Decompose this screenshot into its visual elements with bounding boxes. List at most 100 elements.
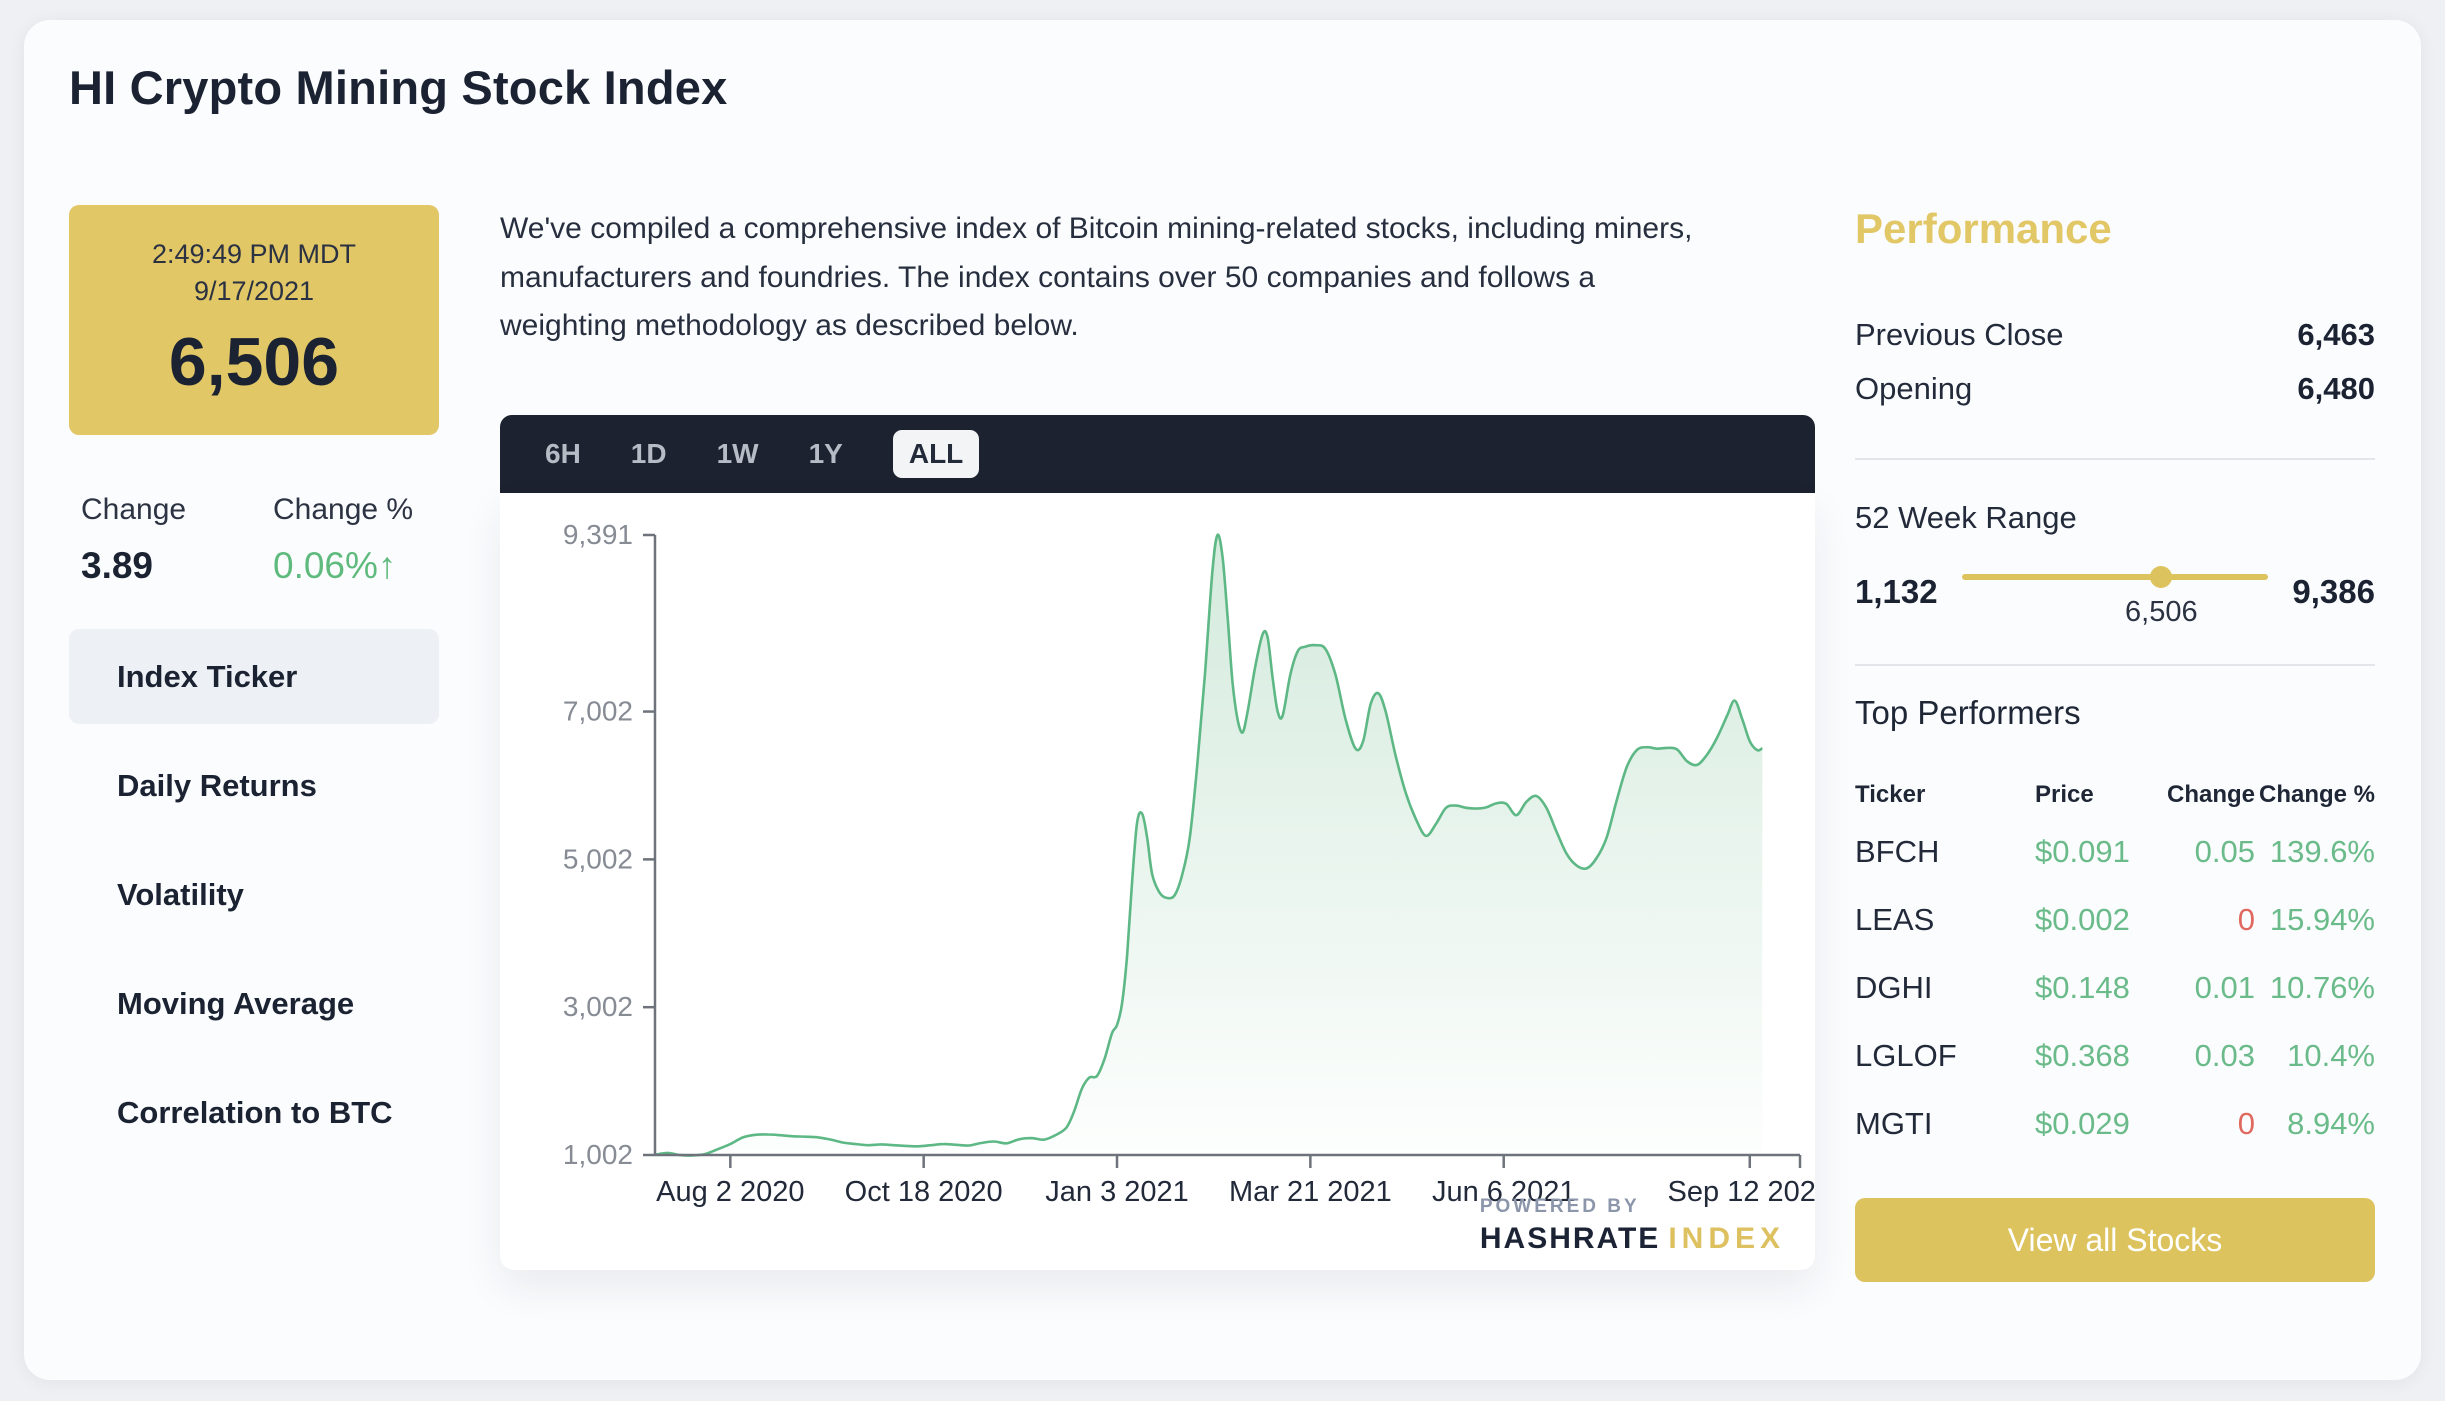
y-tick-label: 3,002 (563, 991, 633, 1022)
ticker-cell: MGTI (1855, 1106, 1933, 1141)
powered-by-block: POWERED BY HASHRATE INDEX (1480, 1196, 1785, 1256)
x-tick-label: Sep 12 2021 (1668, 1176, 1815, 1208)
price-cell: $0.002 (2035, 902, 2130, 937)
y-tick-label: 5,002 (563, 843, 633, 874)
opening-row: Opening 6,480 (1855, 362, 2375, 416)
index-description: We've compiled a comprehensive index of … (500, 212, 1693, 343)
left-column: 2:49:49 PM MDT 9/17/2021 6,506 Change Ch… (69, 205, 439, 1174)
change-stats: Change Change % 3.89 0.06%↑ (81, 493, 439, 587)
week-range-high: 9,386 (2292, 573, 2375, 610)
change-cell: 0.05 (2194, 834, 2255, 869)
chart-card: 6H 1D 1W 1Y ALL 1,002 3,002 5,002 7,002 9,391 Aug… (500, 415, 1832, 1270)
y-tick-label: 1,002 (563, 1139, 633, 1170)
price-cell: $0.029 (2035, 1106, 2130, 1141)
change-pct-label: Change % (273, 493, 414, 526)
opening-label: Opening (1855, 371, 1973, 406)
change-pct-cell: 15.94% (2269, 902, 2375, 937)
opening-value: 6,480 (2297, 371, 2375, 406)
x-tick-label: Aug 2 2020 (656, 1176, 804, 1208)
ticker-cell: BFCH (1855, 834, 1940, 869)
chart-range-tabbar: 6H 1D 1W 1Y ALL (500, 415, 1815, 493)
change-cell: 0 (2237, 902, 2255, 937)
brand-hashrate: HASHRATE (1479, 1222, 1661, 1255)
top-performers-rows: BFCH $0.091 0.05 139.6% LEAS $0.002 0 15.94% DGH… (1855, 818, 2375, 1158)
previous-close-value: 6,463 (2297, 317, 2375, 352)
x-tick-label: Jun 6 2021 (1432, 1176, 1576, 1208)
week-range-track (1961, 574, 2269, 580)
chart-line (654, 533, 1763, 1157)
sidebar-menu: Index Ticker Daily Returns Volatility Movin… (69, 629, 439, 1160)
x-tick-label: Jan 3 2021 (1045, 1176, 1189, 1208)
chart-area-fill (655, 534, 1763, 1156)
hashrate-index-logo: HASHRATE INDEX (1480, 1222, 1785, 1256)
ticker-value: 6,506 (168, 324, 340, 400)
ticker-cell: LEAS (1855, 902, 1935, 937)
chart-range-tab-1d[interactable]: 1D (630, 438, 667, 469)
top-performer-row-lglof: LGLOF $0.368 0.03 10.4% (1855, 1022, 2375, 1090)
week-range-slider: 6,506 (1961, 562, 2269, 628)
week-range-row: 1,132 6,506 9,386 (1855, 562, 2375, 628)
col-change: Change (2166, 781, 2255, 808)
chart-range-tab-1w[interactable]: 1W (716, 438, 759, 469)
change-pct-cell: 8.94% (2287, 1106, 2375, 1141)
ticker-cell: LGLOF (1855, 1038, 1957, 1073)
divider (1855, 664, 2375, 666)
previous-close-label: Previous Close (1855, 317, 2064, 352)
sidebar-item-volatility[interactable]: Volatility (117, 876, 244, 912)
chart-range-tab-6h[interactable]: 6H (545, 438, 581, 469)
chart-body: 1,002 3,002 5,002 7,002 9,391 Aug 2 2020 Oct 1… (500, 493, 1832, 1270)
performance-heading: Performance (1855, 205, 2112, 252)
week-range-marker (2150, 566, 2173, 588)
change-label: Change (81, 493, 187, 526)
top-performer-row-leas: LEAS $0.002 0 15.94% (1855, 886, 2375, 954)
change-cell: 0.01 (2194, 970, 2255, 1005)
change-pct-cell: 10.76% (2269, 970, 2375, 1005)
index-ticker-box: 2:49:49 PM MDT 9/17/2021 6,506 (69, 205, 439, 435)
chart-range-tab-1y[interactable]: 1Y (808, 438, 843, 469)
view-all-stocks-button[interactable]: View all Stocks (1855, 1198, 2375, 1282)
y-tick-label: 9,391 (563, 519, 633, 550)
ticker-date: 9/17/2021 (193, 276, 315, 306)
top-performer-row-bfch: BFCH $0.091 0.05 139.6% (1855, 818, 2375, 886)
price-cell: $0.368 (2035, 1038, 2130, 1073)
price-cell: $0.148 (2035, 970, 2130, 1005)
y-tick-label: 7,002 (563, 696, 633, 727)
right-column: Performance Previous Close 6,463 Opening… (1855, 205, 2375, 1282)
sidebar-item-correlation-to-btc[interactable]: Correlation to BTC (117, 1094, 393, 1130)
top-performer-row-mgti: MGTI $0.029 0 8.94% (1855, 1090, 2375, 1158)
up-arrow-icon: ↑ (377, 545, 397, 586)
change-cell: 0 (2237, 1106, 2255, 1141)
change-value: 3.89 (81, 545, 154, 586)
top-performers-table: Ticker Price Change Change % BFCH $0.091 0… (1855, 772, 2375, 1158)
change-pct-value: 0.06%↑ (273, 545, 397, 586)
top-performers-header: Ticker Price Change Change % (1855, 772, 2375, 818)
week-range-low: 1,132 (1855, 573, 1938, 610)
change-cell: 0.03 (2194, 1038, 2255, 1073)
page-title: HI Crypto Mining Stock Index (69, 61, 728, 114)
performance-rows: Previous Close 6,463 Opening 6,480 (1855, 308, 2375, 416)
top-performers-heading: Top Performers (1855, 694, 2081, 731)
sidebar-item-daily-returns[interactable]: Daily Returns (117, 767, 317, 803)
top-performer-row-dghi: DGHI $0.148 0.01 10.76% (1855, 954, 2375, 1022)
previous-close-row: Previous Close 6,463 (1855, 308, 2375, 362)
col-ticker: Ticker (1855, 781, 1926, 808)
ticker-time: 2:49:49 PM MDT (151, 239, 357, 269)
col-change-pct: Change % (2258, 781, 2375, 808)
col-price: Price (2035, 781, 2094, 808)
sidebar-item-moving-average[interactable]: Moving Average (117, 985, 355, 1021)
x-tick-label: Oct 18 2020 (845, 1176, 1003, 1208)
week-range-heading: 52 Week Range (1855, 500, 2077, 535)
index-area-chart[interactable]: 1,002 3,002 5,002 7,002 9,391 Aug 2 2020 Oct 1… (500, 493, 1832, 1270)
ticker-cell: DGHI (1855, 970, 1933, 1005)
change-pct-cell: 139.6% (2269, 834, 2375, 869)
brand-index: INDEX (1668, 1222, 1785, 1255)
sidebar-item-index-ticker[interactable]: Index Ticker (69, 629, 439, 724)
x-tick-label: Mar 21 2021 (1229, 1176, 1392, 1208)
week-range-current: 6,506 (2125, 596, 2198, 628)
powered-by-label: POWERED BY (1479, 1196, 1640, 1217)
price-cell: $0.091 (2035, 834, 2130, 869)
chart-range-tab-all[interactable]: ALL (892, 430, 980, 478)
center-column: We've compiled a comprehensive index of … (500, 205, 1832, 1270)
main-card: HI Crypto Mining Stock Index 2:49:49 PM … (24, 20, 2421, 1380)
change-pct-cell: 10.4% (2287, 1038, 2375, 1073)
